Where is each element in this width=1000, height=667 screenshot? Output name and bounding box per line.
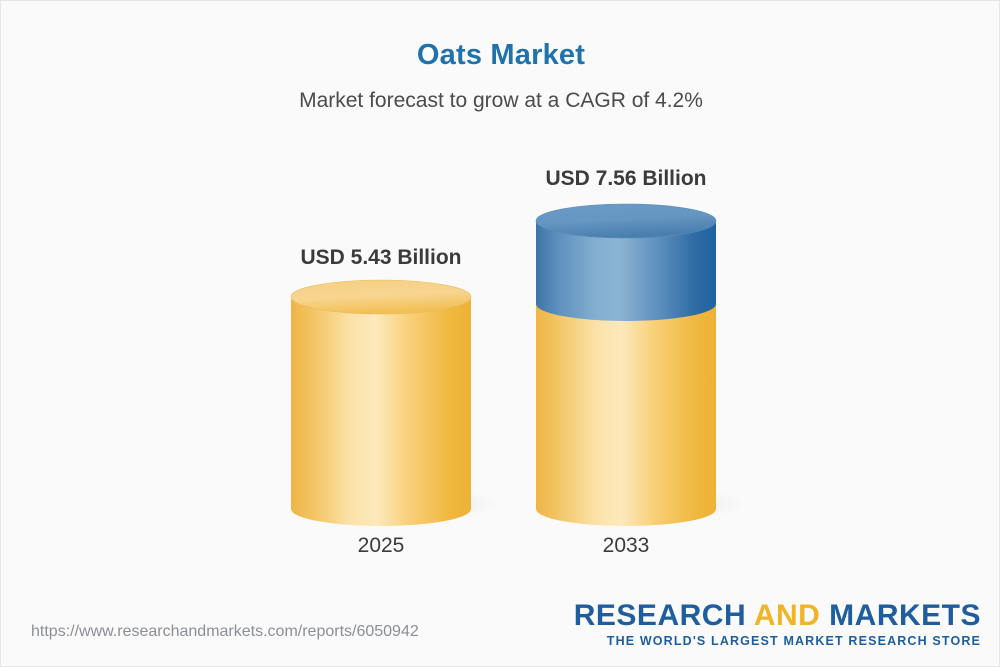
value-label-2033: USD 7.56 Billion: [545, 167, 707, 190]
bar-2033-growth-segment: [536, 221, 716, 321]
cylinder-bar-plot: [288, 203, 749, 526]
bar-2025-cap: [290, 279, 472, 315]
category-label-2025: 2025: [357, 534, 405, 557]
brand-wordmark-and: AND: [753, 599, 821, 632]
source-url[interactable]: https://www.researchandmarkets.com/repor…: [31, 623, 419, 640]
brand-logo[interactable]: RESEARCH AND MARKETS THE WORLD'S LARGEST…: [573, 599, 981, 648]
value-label-2025: USD 5.43 Billion: [300, 246, 462, 269]
bar-2033[interactable]: [533, 203, 749, 526]
chart-subtitle: Market forecast to grow at a CAGR of 4.2…: [299, 89, 703, 112]
bar-2033-base-segment: [536, 304, 716, 526]
category-label-2033: 2033: [602, 534, 650, 557]
bar-2025[interactable]: [288, 279, 504, 526]
brand-wordmark: RESEARCH AND MARKETS: [573, 599, 981, 632]
bar-2025-body: [291, 297, 471, 526]
brand-wordmark-part1: RESEARCH: [573, 599, 754, 632]
chart-title: Oats Market: [416, 39, 586, 71]
brand-wordmark-part2: MARKETS: [820, 599, 981, 632]
bar-2033-cap: [535, 203, 717, 239]
brand-tagline: THE WORLD'S LARGEST MARKET RESEARCH STOR…: [606, 633, 981, 648]
